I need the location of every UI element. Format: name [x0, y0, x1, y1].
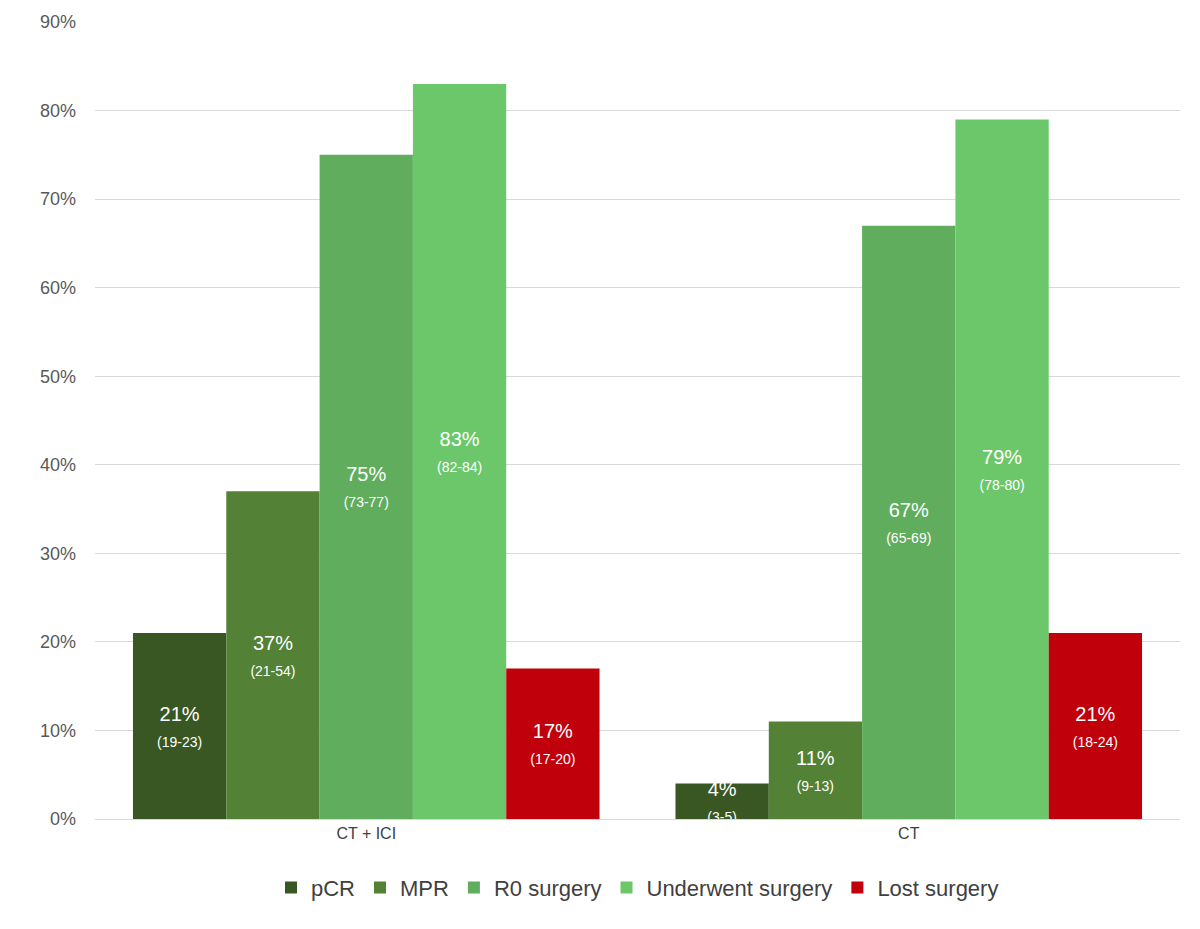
svg-text:21%(18-24): 21%(18-24) [1073, 703, 1118, 750]
svg-text:MPR: MPR [400, 876, 449, 901]
svg-text:40%: 40% [40, 455, 76, 475]
svg-text:4%(3-5): 4%(3-5) [707, 778, 737, 825]
svg-text:10%: 10% [40, 721, 76, 741]
svg-text:70%: 70% [40, 189, 76, 209]
svg-text:79%(78-80): 79%(78-80) [979, 446, 1024, 493]
svg-text:CT + ICI: CT + ICI [336, 825, 396, 842]
svg-text:17%(17-20): 17%(17-20) [530, 720, 575, 767]
svg-text:Underwent surgery: Underwent surgery [647, 876, 833, 901]
svg-text:R0 surgery: R0 surgery [494, 876, 602, 901]
svg-text:30%: 30% [40, 544, 76, 564]
svg-text:80%: 80% [40, 101, 76, 121]
svg-text:90%: 90% [40, 12, 76, 32]
svg-text:37%(21-54): 37%(21-54) [250, 632, 295, 679]
svg-text:83%(82-84): 83%(82-84) [437, 428, 482, 475]
svg-text:21%(19-23): 21%(19-23) [157, 703, 202, 750]
svg-text:11%(9-13): 11%(9-13) [796, 747, 835, 794]
svg-text:0%: 0% [50, 809, 76, 829]
svg-text:75%(73-77): 75%(73-77) [344, 463, 389, 510]
svg-text:60%: 60% [40, 278, 76, 298]
svg-text:67%(65-69): 67%(65-69) [886, 499, 931, 546]
svg-text:pCR: pCR [311, 876, 355, 901]
svg-text:Lost surgery: Lost surgery [877, 876, 998, 901]
svg-text:20%: 20% [40, 632, 76, 652]
svg-text:50%: 50% [40, 367, 76, 387]
svg-text:CT: CT [898, 825, 920, 842]
